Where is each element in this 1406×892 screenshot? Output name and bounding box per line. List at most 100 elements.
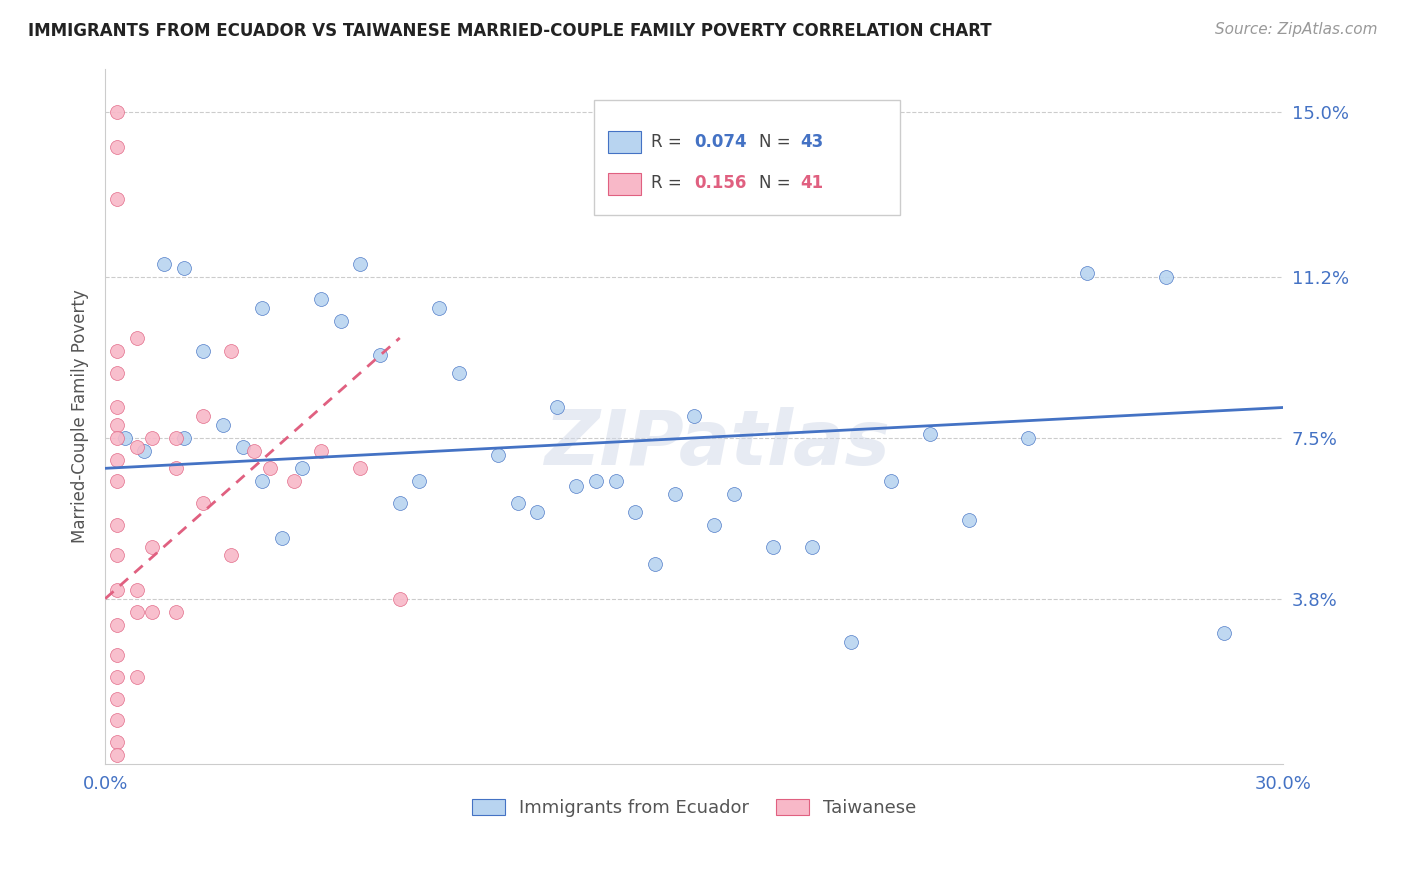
Point: [841, 635, 863, 649]
Point: [141, 540, 163, 554]
Point: [105, 582, 128, 597]
Point: [193, 343, 215, 358]
Point: [165, 605, 187, 619]
Point: [105, 452, 128, 467]
Point: [105, 140, 128, 154]
Point: [114, 431, 136, 445]
Point: [105, 517, 128, 532]
Point: [1076, 266, 1098, 280]
Point: [723, 487, 745, 501]
Point: [565, 479, 588, 493]
Point: [219, 548, 242, 562]
Point: [219, 343, 242, 358]
Point: [134, 444, 156, 458]
Point: [141, 431, 163, 445]
FancyBboxPatch shape: [609, 131, 641, 153]
Text: 0.156: 0.156: [695, 174, 747, 193]
Y-axis label: Married-Couple Family Poverty: Married-Couple Family Poverty: [72, 289, 89, 543]
Point: [644, 557, 666, 571]
Point: [427, 301, 450, 315]
Text: N =: N =: [759, 133, 796, 151]
Point: [105, 401, 128, 415]
Point: [349, 461, 371, 475]
Point: [703, 517, 725, 532]
Point: [105, 475, 128, 489]
Point: [1154, 270, 1177, 285]
Point: [546, 401, 568, 415]
Point: [447, 366, 470, 380]
Text: ZIPatlas: ZIPatlas: [546, 407, 891, 481]
Point: [153, 257, 176, 271]
Point: [683, 409, 706, 424]
Text: IMMIGRANTS FROM ECUADOR VS TAIWANESE MARRIED-COUPLE FAMILY POVERTY CORRELATION C: IMMIGRANTS FROM ECUADOR VS TAIWANESE MAR…: [28, 22, 991, 40]
Point: [252, 475, 274, 489]
Point: [1017, 431, 1039, 445]
Point: [105, 417, 128, 432]
Point: [105, 735, 128, 749]
FancyBboxPatch shape: [609, 173, 641, 195]
Point: [388, 591, 411, 606]
Point: [125, 582, 148, 597]
Point: [879, 475, 901, 489]
Point: [801, 540, 824, 554]
Point: [1213, 626, 1236, 640]
Point: [585, 475, 607, 489]
Text: R =: R =: [651, 174, 686, 193]
Point: [232, 440, 254, 454]
Point: [105, 343, 128, 358]
Point: [243, 444, 266, 458]
Point: [506, 496, 529, 510]
Point: [141, 605, 163, 619]
Point: [664, 487, 686, 501]
Point: [290, 461, 312, 475]
Point: [105, 548, 128, 562]
Text: 41: 41: [800, 174, 824, 193]
Point: [624, 505, 647, 519]
Point: [408, 475, 430, 489]
Text: 0.074: 0.074: [695, 133, 747, 151]
Point: [388, 496, 411, 510]
Point: [918, 426, 941, 441]
Point: [105, 105, 128, 120]
Point: [193, 496, 215, 510]
FancyBboxPatch shape: [595, 100, 900, 215]
Point: [329, 313, 352, 327]
Point: [762, 540, 785, 554]
Point: [105, 670, 128, 684]
Point: [105, 431, 128, 445]
Point: [259, 461, 281, 475]
Text: Source: ZipAtlas.com: Source: ZipAtlas.com: [1215, 22, 1378, 37]
Point: [173, 431, 195, 445]
Text: 43: 43: [800, 133, 824, 151]
Point: [125, 670, 148, 684]
Point: [105, 366, 128, 380]
Legend: Immigrants from Ecuador, Taiwanese: Immigrants from Ecuador, Taiwanese: [465, 791, 924, 824]
Text: N =: N =: [759, 174, 796, 193]
Point: [105, 192, 128, 206]
Point: [271, 531, 294, 545]
Point: [165, 431, 187, 445]
Point: [165, 461, 187, 475]
Point: [309, 444, 332, 458]
Point: [957, 513, 980, 527]
Point: [125, 331, 148, 345]
Point: [105, 748, 128, 763]
Point: [105, 617, 128, 632]
Point: [105, 648, 128, 663]
Point: [173, 261, 195, 276]
Point: [212, 417, 235, 432]
Point: [283, 475, 305, 489]
Point: [605, 475, 627, 489]
Point: [193, 409, 215, 424]
Point: [125, 440, 148, 454]
Point: [309, 292, 332, 306]
Point: [368, 348, 391, 362]
Point: [105, 714, 128, 728]
Text: R =: R =: [651, 133, 686, 151]
Point: [125, 605, 148, 619]
Point: [486, 448, 509, 462]
Point: [349, 257, 371, 271]
Point: [526, 505, 548, 519]
Point: [252, 301, 274, 315]
Point: [105, 691, 128, 706]
